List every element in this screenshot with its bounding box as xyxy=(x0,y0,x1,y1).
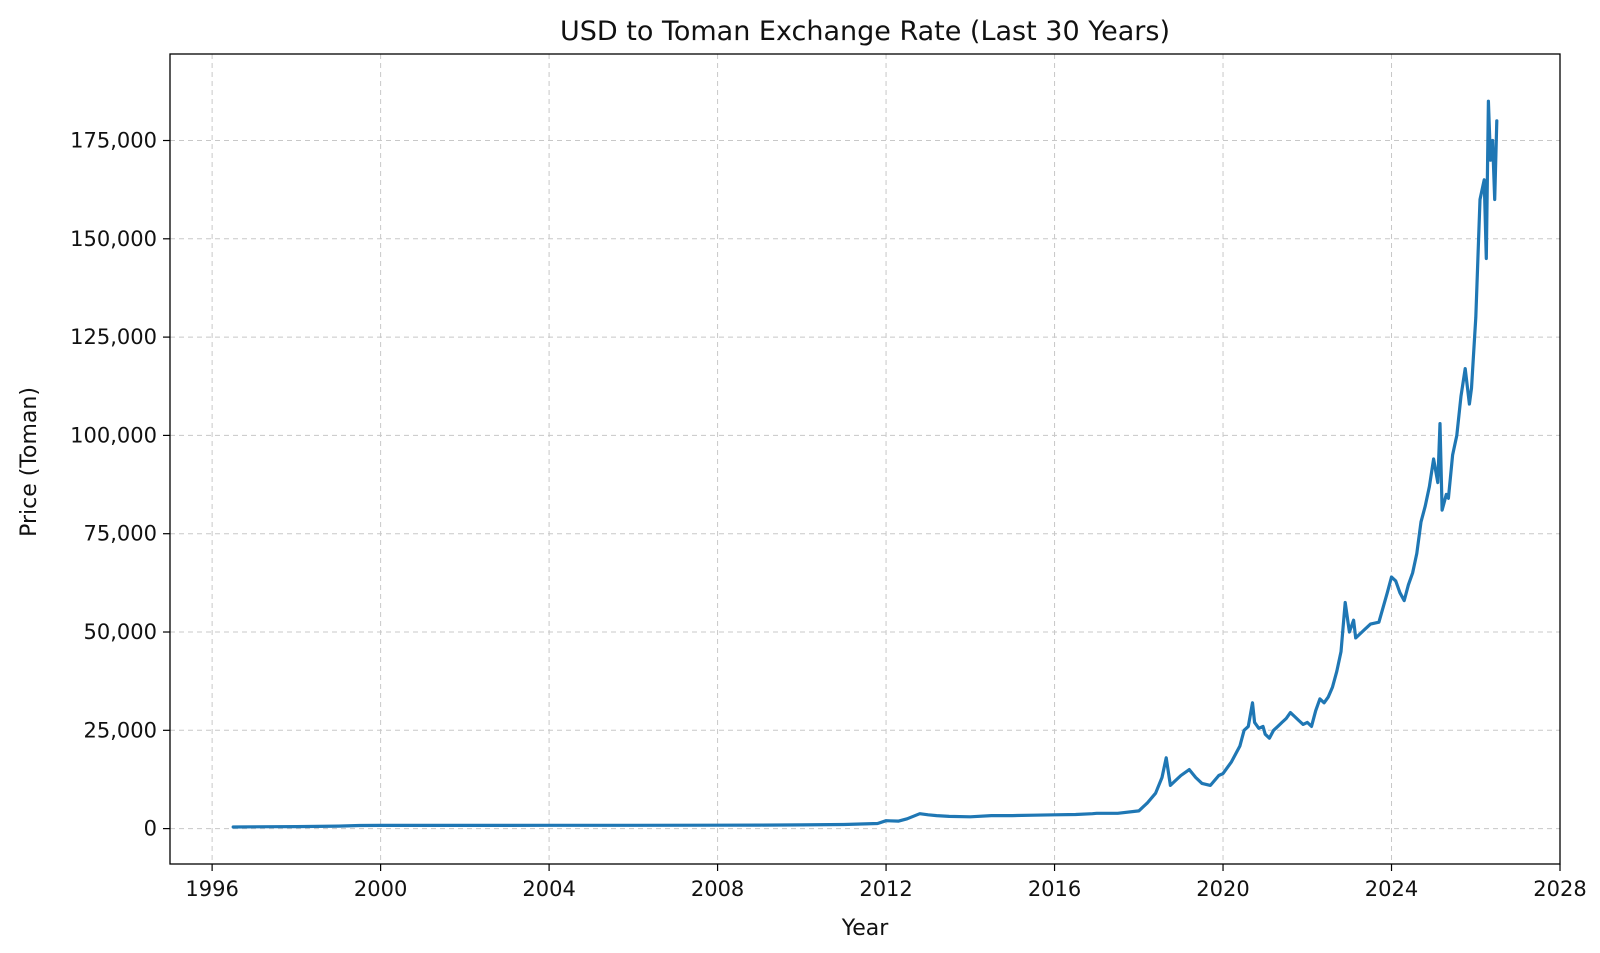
x-axis-label: Year xyxy=(841,916,890,941)
ticks: 1996 2000 2004 2008 2012 2016 2020 2024 2028 0 25,… xyxy=(70,129,1587,901)
x-tick-label: 2000 xyxy=(354,877,407,901)
series-line xyxy=(231,99,1499,829)
y-tick-label: 150,000 xyxy=(70,227,157,251)
chart-title: USD to Toman Exchange Rate (Last 30 Year… xyxy=(560,16,1170,47)
y-axis-label: Price (Toman) xyxy=(17,387,42,537)
y-tick-label: 175,000 xyxy=(70,129,157,153)
y-tick-label: 50,000 xyxy=(84,620,157,644)
x-tick-label: 2016 xyxy=(1028,877,1081,901)
y-tick-label: 0 xyxy=(144,817,157,841)
y-tick-label: 125,000 xyxy=(70,325,157,349)
x-tick-label: 2024 xyxy=(1365,877,1418,901)
series-layer xyxy=(231,99,1499,829)
plot-frame xyxy=(169,53,1561,865)
x-tick-label: 2028 xyxy=(1533,877,1586,901)
y-tick-label: 75,000 xyxy=(84,522,157,546)
y-tick-label: 25,000 xyxy=(84,718,157,742)
x-tick-label: 1996 xyxy=(185,877,238,901)
x-tick-label: 2012 xyxy=(859,877,912,901)
x-tick-label: 2020 xyxy=(1196,877,1249,901)
x-tick-label: 2004 xyxy=(522,877,575,901)
x-tick-label: 2008 xyxy=(691,877,744,901)
grid xyxy=(170,54,1561,864)
y-tick-label: 100,000 xyxy=(70,423,157,447)
